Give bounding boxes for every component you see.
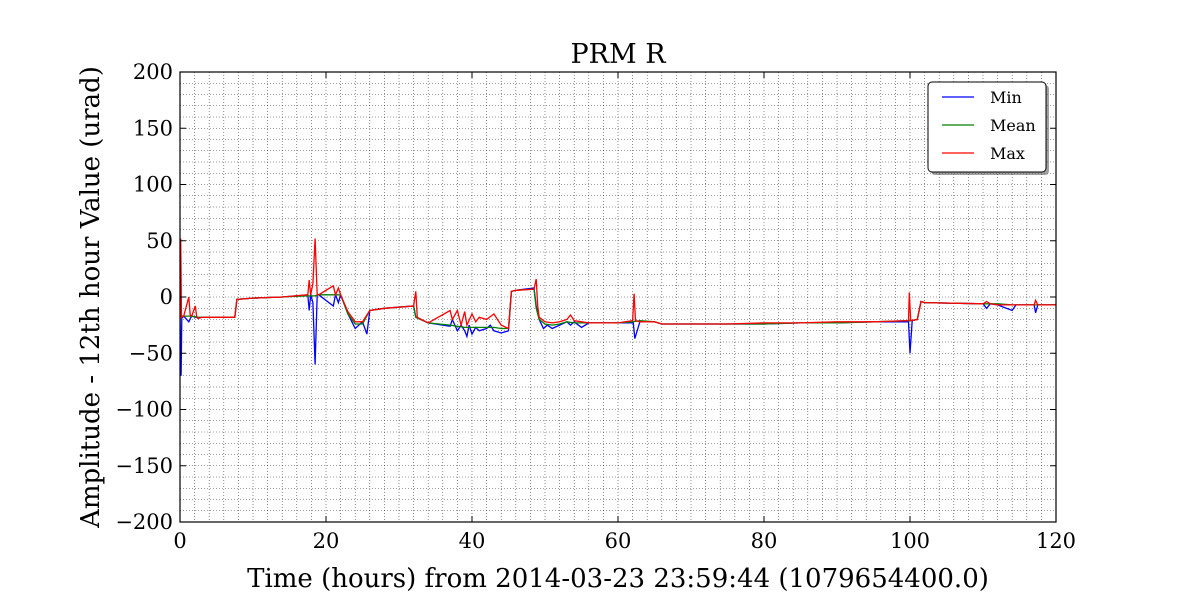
y-axis-label: Amplitude - 12th hour Value (urad) (76, 66, 106, 529)
x-axis-label: Time (hours) from 2014-03-23 23:59:44 (1… (247, 564, 989, 594)
x-tick-label: 60 (605, 529, 632, 553)
y-tick-label: 50 (146, 229, 173, 253)
legend-box (927, 81, 1047, 173)
y-tick-label: 200 (133, 60, 173, 84)
series-line-max (180, 238, 1056, 330)
y-tick-label: 0 (160, 285, 173, 309)
chart-title: PRM R (570, 39, 666, 70)
y-tick-label: −100 (115, 398, 173, 422)
legend: Min Mean Max (927, 81, 1047, 173)
legend-label-min: Min (990, 88, 1022, 107)
legend-label-max: Max (990, 144, 1025, 163)
y-tick-label: −200 (115, 510, 173, 534)
x-tick-label: 80 (751, 529, 778, 553)
series-layer (180, 238, 1056, 376)
y-tick-label: −150 (115, 454, 173, 478)
x-tick-label: 120 (1036, 529, 1076, 553)
y-tick-label: 150 (133, 116, 173, 140)
legend-label-mean: Mean (990, 116, 1036, 135)
x-tick-label: 40 (459, 529, 486, 553)
x-tick-label: 20 (313, 529, 340, 553)
axis-ticks: 0 20 40 60 80 100 120 −200 −150 −100 −50 0 50 100 150 2… (115, 60, 1076, 553)
y-tick-label: −50 (129, 341, 173, 365)
y-tick-label: 100 (133, 173, 173, 197)
x-tick-label: 0 (173, 529, 186, 553)
x-tick-label: 100 (890, 529, 930, 553)
